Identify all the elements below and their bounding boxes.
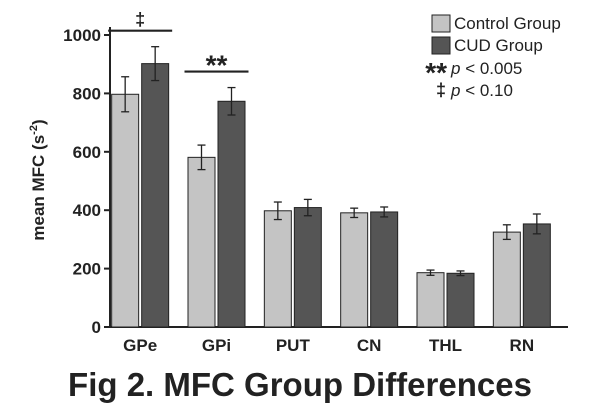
y-tick-label: 200 (73, 260, 101, 279)
error-bars (121, 46, 541, 277)
bars (111, 63, 551, 328)
bar-control-rn (492, 231, 521, 328)
y-tick-label: 800 (73, 84, 101, 103)
bar-cud-thl (446, 272, 475, 328)
x-tick-label-gpi: GPi (202, 336, 231, 355)
y-tick-label: 1000 (63, 26, 101, 45)
axes: 0 200 400 600 800 1000 GPe GPi PUT CN THL RN (63, 26, 568, 355)
x-tick-label-put: PUT (276, 336, 311, 355)
x-tick-label-gpe: GPe (123, 336, 157, 355)
bar-cud-rn (522, 223, 551, 328)
sig-legend-marker-double-star: ** (425, 57, 447, 88)
significance-marker-gpe: ‡ (135, 10, 145, 30)
sig-legend-text-p005: p < 0.005 (450, 59, 522, 78)
figure-caption: Fig 2. MFC Group Differences (68, 366, 532, 403)
bar-cud-gpe (141, 63, 170, 328)
bar-cud-put (293, 207, 322, 328)
y-axis-label: mean MFC (s-2) (28, 119, 48, 240)
legend-swatch-cud (431, 36, 451, 55)
legend-label-control: Control Group (454, 14, 561, 33)
significance-marker-gpi: ** (206, 50, 228, 81)
x-tick-label-thl: THL (429, 336, 462, 355)
bar-control-cn (340, 212, 369, 328)
legend-label-cud: CUD Group (454, 36, 543, 55)
legend-swatch-control (431, 14, 451, 33)
bar-cud-cn (370, 211, 399, 328)
x-tick-label-rn: RN (510, 336, 535, 355)
y-tick-label: 600 (73, 143, 101, 162)
bar-control-put (263, 210, 292, 328)
sig-legend-text-p010: p < 0.10 (450, 81, 513, 100)
y-tick-label: 400 (73, 201, 101, 220)
significance-markers: ‡ ** (108, 10, 249, 81)
y-tick-label: 0 (92, 318, 101, 337)
x-tick-label-cn: CN (357, 336, 382, 355)
bar-control-gpe (111, 93, 140, 328)
bar-cud-gpi (217, 100, 246, 328)
sig-legend-marker-double-dagger: ‡ (436, 80, 446, 100)
bar-control-gpi (187, 156, 216, 328)
bar-control-thl (416, 272, 445, 328)
legend: Control Group CUD Group ** p < 0.005 ‡ p… (425, 14, 561, 100)
